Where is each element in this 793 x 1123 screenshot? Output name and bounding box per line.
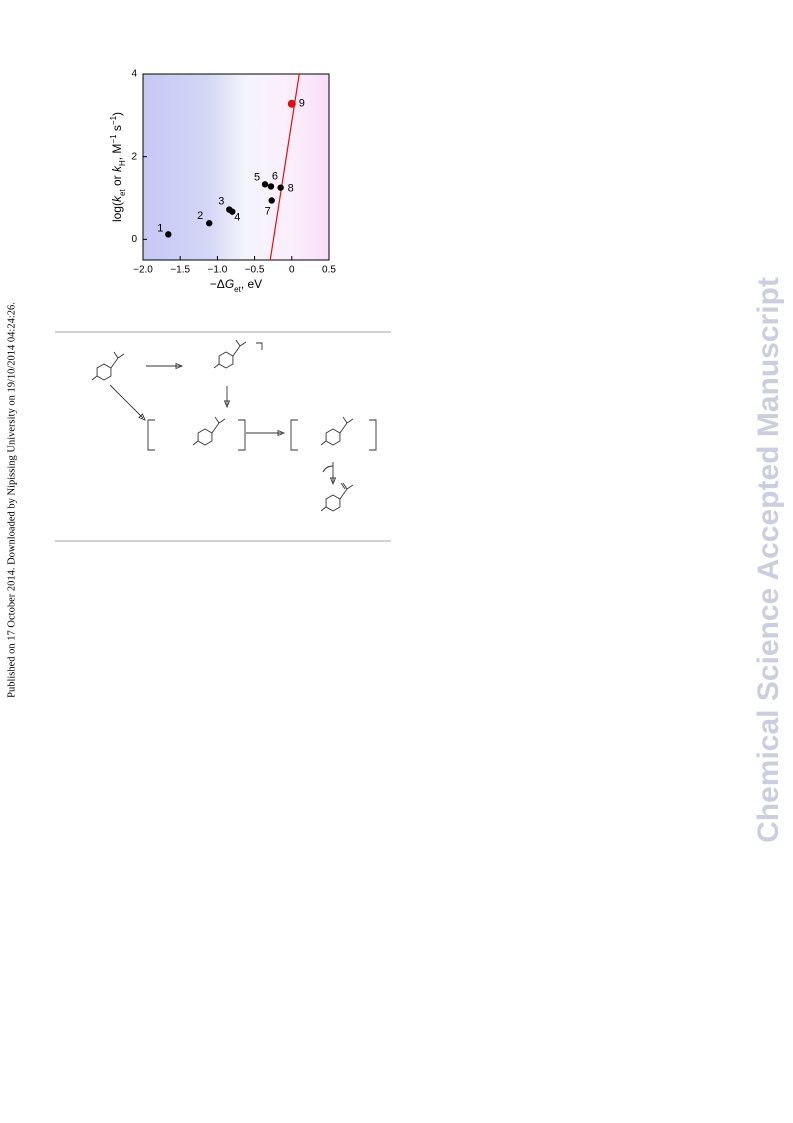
point-label: 3 xyxy=(218,195,224,207)
y-axis-label-part: H xyxy=(118,160,127,166)
ring xyxy=(325,494,341,512)
x-tick-label: 0 xyxy=(289,265,295,276)
point-label: 5 xyxy=(254,171,260,183)
ring xyxy=(197,428,213,446)
point-label: 2 xyxy=(197,210,203,222)
watermark: Chemical Science Accepted Manuscript xyxy=(752,277,785,843)
x-tick-label: −2.0 xyxy=(133,265,153,276)
bond xyxy=(235,339,241,347)
x-axis-label-part: , eV xyxy=(241,277,262,291)
y-axis-label-part: −1 xyxy=(109,115,118,125)
x-axis-label-part: −Δ xyxy=(210,277,225,291)
bond xyxy=(320,440,327,446)
bond xyxy=(218,418,226,424)
side-note: Published on 17 October 2014. Downloaded… xyxy=(6,302,17,698)
point-label: 6 xyxy=(272,170,278,182)
plot-background xyxy=(143,74,329,260)
ring xyxy=(325,428,341,446)
y-axis-label-part: et xyxy=(118,189,127,196)
bond xyxy=(213,363,220,369)
y-tick-label: 2 xyxy=(131,151,137,162)
data-point xyxy=(287,99,296,108)
y-axis-label-part: s xyxy=(110,125,124,134)
bond xyxy=(214,416,220,424)
bond xyxy=(110,357,119,369)
y-axis-label-part: ) xyxy=(110,112,124,116)
bond xyxy=(192,440,199,446)
x-axis-label: −ΔGet, eV xyxy=(210,277,262,293)
x-tick-label: −1.0 xyxy=(208,265,228,276)
bond xyxy=(211,422,220,434)
y-axis-label-part: −1 xyxy=(109,134,118,144)
data-point xyxy=(206,220,213,227)
data-point xyxy=(261,181,269,188)
data-point xyxy=(165,231,172,238)
bond xyxy=(342,482,348,490)
plot-frame xyxy=(142,73,330,261)
y-axis-label-part: k xyxy=(110,195,124,202)
y-tick-label: 4 xyxy=(131,69,137,80)
bond xyxy=(91,375,98,381)
point-label: 7 xyxy=(265,205,271,217)
y-axis-label-part: log( xyxy=(110,202,124,222)
y-axis-label-part: , M xyxy=(110,144,124,161)
x-tick-label: −0.5 xyxy=(245,265,265,276)
y-axis-label-part: or xyxy=(110,172,124,189)
point-label: 8 xyxy=(288,183,294,195)
reaction-scheme xyxy=(91,339,377,512)
bond xyxy=(320,506,327,512)
data-point xyxy=(267,183,275,190)
point-label: 1 xyxy=(157,222,163,234)
data-point xyxy=(268,197,275,204)
point-label: 4 xyxy=(234,212,240,224)
bond xyxy=(117,353,125,359)
point-label: 9 xyxy=(299,98,305,110)
bond xyxy=(342,416,348,424)
bond xyxy=(339,422,348,434)
y-axis-label-part: k xyxy=(110,165,124,172)
data-point xyxy=(277,184,284,191)
x-tick-label: −1.5 xyxy=(170,265,190,276)
bond xyxy=(113,351,119,359)
ring xyxy=(96,363,112,381)
bond xyxy=(346,418,354,424)
bond xyxy=(239,341,247,347)
data-point xyxy=(229,208,236,215)
bond xyxy=(346,484,354,490)
y-tick-label: 0 xyxy=(131,234,137,245)
x-tick-label: 0.5 xyxy=(322,265,336,276)
bond xyxy=(340,482,346,490)
bond xyxy=(339,488,348,500)
x-axis-label-part: et xyxy=(234,285,241,294)
ring xyxy=(218,351,234,369)
y-axis-label: log(ket or kH, M−1 s−1) xyxy=(109,112,127,222)
bond xyxy=(232,345,241,357)
x-axis-label-part: G xyxy=(225,277,234,291)
